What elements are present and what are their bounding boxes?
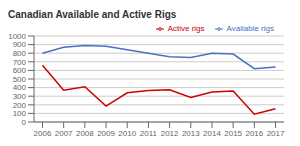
- svg-text:2011: 2011: [140, 129, 158, 138]
- svg-text:200: 200: [13, 101, 27, 110]
- svg-text:800: 800: [13, 49, 27, 58]
- svg-text:500: 500: [13, 75, 27, 84]
- svg-text:2010: 2010: [118, 129, 136, 138]
- svg-text:300: 300: [13, 92, 27, 101]
- svg-text:700: 700: [13, 58, 27, 67]
- html-text:Canadian Available and Active: Canadian Available and Active Rigs: [8, 9, 177, 20]
- svg-text:2007: 2007: [55, 129, 73, 138]
- svg-text:2017: 2017: [267, 129, 285, 138]
- svg-text:2013: 2013: [182, 129, 200, 138]
- html-text:Available rigs: Available rigs: [226, 24, 274, 33]
- svg-text:100: 100: [13, 109, 27, 118]
- svg-text:900: 900: [13, 40, 27, 49]
- svg-text:2009: 2009: [97, 129, 115, 138]
- svg-text:2014: 2014: [203, 129, 221, 138]
- svg-text:1000: 1000: [8, 32, 26, 41]
- svg-text:600: 600: [13, 66, 27, 75]
- svg-text:0: 0: [22, 118, 27, 127]
- svg-text:2006: 2006: [34, 129, 52, 138]
- svg-text:2016: 2016: [245, 129, 263, 138]
- html-text:Active rigs: Active rigs: [167, 24, 205, 33]
- svg-text:2015: 2015: [224, 129, 242, 138]
- svg-text:2012: 2012: [161, 129, 179, 138]
- svg-text:400: 400: [13, 83, 27, 92]
- svg-text:2008: 2008: [76, 129, 94, 138]
